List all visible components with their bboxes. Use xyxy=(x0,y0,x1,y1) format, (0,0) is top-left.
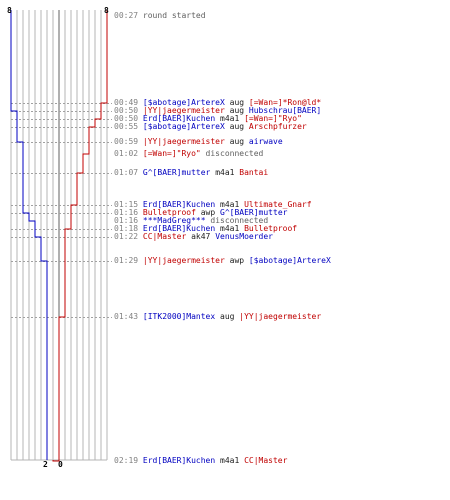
blue-start-count: 8 xyxy=(7,6,12,15)
event-victim: G^[BAER]mutter xyxy=(220,208,288,217)
event-time: 00:59 xyxy=(114,137,139,146)
event-row: 01:02 [=Wan=]"Ryo" disconnected xyxy=(114,149,263,159)
event-time: 00:55 xyxy=(114,122,139,131)
event-weapon: m4a1 xyxy=(215,168,235,177)
event-killer: [$abotage]ArtereX xyxy=(142,122,225,131)
event-row: 01:07 G^[BAER]mutter m4a1 Bantai xyxy=(114,168,268,178)
event-weapon: awp xyxy=(229,256,245,265)
event-weapon: m4a1 xyxy=(220,224,240,233)
event-time: 00:50 xyxy=(114,114,139,123)
event-victim: CC|Master xyxy=(244,456,288,465)
event-killer: [ITK2000]Mantex xyxy=(142,312,216,321)
event-killer: Erd[BAER]Kuchen xyxy=(142,456,216,465)
event-killer: |YY|jaegermeister xyxy=(142,106,225,115)
event-killer: |YY|jaegermeister xyxy=(142,256,225,265)
event-killer: G^[BAER]mutter xyxy=(142,168,211,177)
event-row: 00:27 round started xyxy=(114,11,206,21)
event-victim: [=Wan=]"Ryo" xyxy=(244,114,302,123)
event-row: 01:18 Erd[BAER]Kuchen m4a1 Bulletproof xyxy=(114,224,297,234)
event-row: 01:43 [ITK2000]Mantex aug |YY|jaegermeis… xyxy=(114,312,321,322)
blue-end-count: 2 xyxy=(43,460,48,469)
event-weapon: aug xyxy=(229,137,245,146)
event-victim: Hubschrau[BAER] xyxy=(248,106,322,115)
event-player: [=Wan=]"Ryo" xyxy=(142,149,201,158)
red-start-count: 8 xyxy=(104,6,109,15)
event-weapon: aug xyxy=(220,312,235,321)
event-time: 00:27 xyxy=(114,11,139,20)
event-time: 01:43 xyxy=(114,312,139,321)
event-killer: Erd[BAER]Kuchen xyxy=(142,114,216,123)
event-weapon: aug xyxy=(229,122,245,131)
event-row: 01:16 ***MadGreg*** disconnected xyxy=(114,216,268,226)
event-time: 01:29 xyxy=(114,256,139,265)
event-weapon: m4a1 xyxy=(220,200,240,209)
event-message: disconnected xyxy=(205,149,264,158)
event-time: 01:02 xyxy=(114,149,139,158)
event-victim: VenusMoerder xyxy=(215,232,273,241)
event-row: 00:50 Erd[BAER]Kuchen m4a1 [=Wan=]"Ryo" xyxy=(114,114,302,124)
red-team-remaining-line xyxy=(52,10,108,462)
event-message: round started xyxy=(142,11,206,20)
event-victim: Arschpfurzer xyxy=(248,122,307,131)
event-time: 01:16 xyxy=(114,216,139,225)
red-end-count: 0 xyxy=(58,460,63,469)
event-killer: |YY|jaegermeister xyxy=(142,137,225,146)
event-victim: Bantai xyxy=(239,168,269,177)
event-time: 01:16 xyxy=(114,208,139,217)
event-weapon: ak47 xyxy=(191,232,211,241)
blue-team-remaining-line xyxy=(10,10,48,460)
event-row: 01:22 CC|Master ak47 VenusMoerder xyxy=(114,232,273,242)
event-weapon: aug xyxy=(229,98,245,107)
event-victim: [=Wan=]*Ron@ld* xyxy=(248,98,322,107)
event-killer: Erd[BAER]Kuchen xyxy=(142,224,216,233)
event-row: 00:50 |YY|jaegermeister aug Hubschrau[BA… xyxy=(114,106,321,116)
event-victim: |YY|jaegermeister xyxy=(239,312,322,321)
event-row: 00:59 |YY|jaegermeister aug airwave xyxy=(114,137,283,147)
event-killer: Erd[BAER]Kuchen xyxy=(142,200,216,209)
event-row: 00:49 [$abotage]ArtereX aug [=Wan=]*Ron@… xyxy=(114,98,321,108)
event-weapon: m4a1 xyxy=(220,114,240,123)
event-row: 02:19 Erd[BAER]Kuchen m4a1 CC|Master xyxy=(114,456,287,466)
event-time: 02:19 xyxy=(114,456,139,465)
event-time: 01:22 xyxy=(114,232,139,241)
event-victim: [$abotage]ArtereX xyxy=(248,256,331,265)
event-row: 01:29 |YY|jaegermeister awp [$abotage]Ar… xyxy=(114,256,331,266)
timeline-grid xyxy=(10,10,108,461)
event-guide-lines xyxy=(11,103,112,318)
event-time: 01:18 xyxy=(114,224,139,233)
event-killer: CC|Master xyxy=(142,232,187,241)
event-victim: Ultimate_Gnarf xyxy=(244,200,312,209)
event-row: 00:55 [$abotage]ArtereX aug Arschpfurzer xyxy=(114,122,307,132)
event-row: 01:15 Erd[BAER]Kuchen m4a1 Ultimate_Gnar… xyxy=(114,200,312,210)
event-time: 01:07 xyxy=(114,168,139,177)
event-weapon: aug xyxy=(229,106,245,115)
event-time: 00:50 xyxy=(114,106,139,115)
event-row: 01:16 Bulletproof awp G^[BAER]mutter xyxy=(114,208,287,218)
event-player: ***MadGreg*** xyxy=(142,216,206,225)
event-victim: Bulletproof xyxy=(244,224,298,233)
event-weapon: awp xyxy=(200,208,216,217)
event-message: disconnected xyxy=(210,216,269,225)
event-killer: [$abotage]ArtereX xyxy=(142,98,225,107)
event-time: 01:15 xyxy=(114,200,139,209)
event-time: 00:49 xyxy=(114,98,139,107)
event-weapon: m4a1 xyxy=(220,456,240,465)
event-killer: Bulletproof xyxy=(142,208,196,217)
event-victim: airwave xyxy=(248,137,283,146)
